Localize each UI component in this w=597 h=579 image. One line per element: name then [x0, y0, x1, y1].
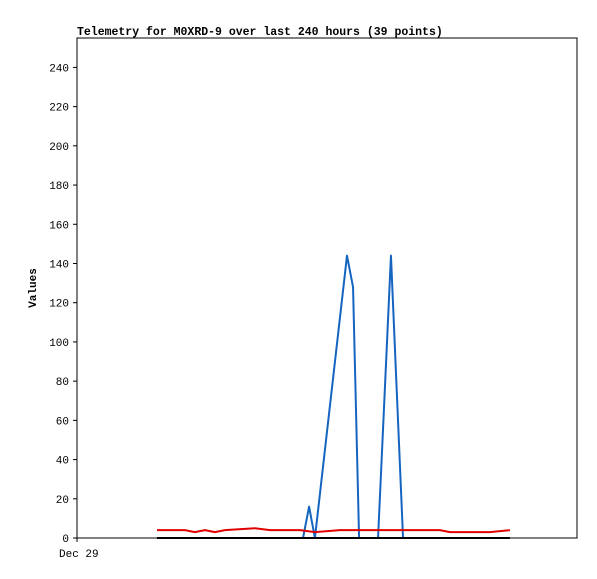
- chart-title: Telemetry for M0XRD-9 over last 240 hour…: [77, 26, 443, 39]
- series-line: [302, 254, 405, 539]
- y-tick-label: 200: [49, 142, 69, 154]
- x-tick-label: Dec 29: [59, 549, 99, 561]
- series-line: [157, 527, 511, 534]
- y-tick-label: 20: [56, 495, 69, 507]
- y-axis-title: Values: [28, 268, 40, 308]
- y-tick-label: 0: [62, 534, 69, 546]
- y-tick-label: 180: [49, 181, 69, 193]
- y-tick-label: 160: [49, 220, 69, 232]
- y-tick-label: 220: [49, 103, 69, 115]
- y-tick-label: 80: [56, 377, 69, 389]
- y-tick-label: 120: [49, 299, 69, 311]
- y-tick-label: 240: [49, 63, 69, 75]
- y-tick-label: 140: [49, 259, 69, 271]
- y-tick-label: 60: [56, 416, 69, 428]
- y-tick-label: 40: [56, 456, 69, 468]
- y-tick-label: 100: [49, 338, 69, 350]
